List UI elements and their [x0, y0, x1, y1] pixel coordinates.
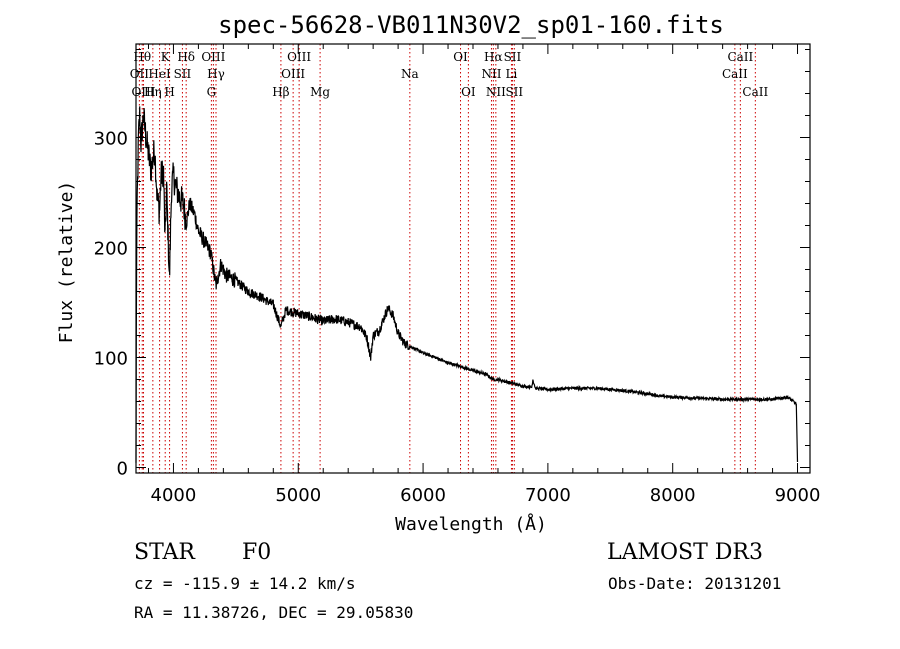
spectral-line-label: OIII [281, 67, 305, 81]
y-axis-label: Flux (relative) [56, 181, 77, 344]
y-tick-label: 100 [94, 349, 128, 370]
spectral-line-label: Hθ [133, 50, 151, 64]
plot-frame [135, 43, 811, 474]
survey-name: LAMOST DR3 [607, 540, 763, 565]
spectral-line-label: Hα [484, 50, 503, 64]
spectral-line-label: G [207, 85, 217, 99]
spectral-line-label: Hη [144, 85, 162, 99]
spectral-line-label: H [164, 85, 174, 99]
x-tick-label: 6000 [400, 485, 446, 506]
spectral-line-label: CaII [722, 67, 748, 81]
y-tick-label: 300 [94, 129, 128, 150]
x-axis: 4000 5000 6000 7000 8000 9000 [147, 44, 821, 506]
redshift-value: cz = -115.9 ± 14.2 km/s [134, 574, 356, 593]
x-tick-label: 7000 [525, 485, 571, 506]
spectral-line-label: OIII [131, 85, 155, 99]
x-tick-label: 5000 [275, 485, 321, 506]
y-tick-label: 200 [94, 239, 128, 260]
spectral-line-label: OIII [201, 50, 225, 64]
spectral-line-markers [138, 44, 756, 473]
spectral-line-label: Hγ [207, 67, 225, 81]
spectral-line-label: HeI [148, 67, 171, 81]
object-subclass: F0 [242, 540, 272, 565]
spectral-line-label: CaII [742, 85, 768, 99]
x-tick-label: 9000 [775, 485, 821, 506]
coordinates: RA = 11.38726, DEC = 29.05830 [134, 603, 414, 622]
spectral-line-label: SII [504, 50, 522, 64]
spectral-line-label: OII [130, 67, 150, 81]
spectral-line-label: Li [506, 67, 518, 81]
spectral-line-label: OIII [287, 50, 311, 64]
chart-title: spec-56628-VB011N30V2_sp01-160.fits [218, 11, 724, 39]
spectral-line-label: Na [401, 67, 419, 81]
x-axis-label: Wavelength (Å) [395, 513, 547, 535]
y-tick-label: 0 [117, 459, 128, 480]
y-axis: 0 100 200 300 [94, 49, 810, 480]
spectral-line-label: CaII [727, 50, 753, 64]
spectral-line-label: NII [486, 85, 506, 99]
spectral-line-label: OI [461, 85, 476, 99]
spectral-line-label: OI [453, 50, 468, 64]
spectral-line-label: Mg [310, 85, 330, 99]
spectral-line-label: SII [505, 85, 523, 99]
x-tick-label: 4000 [151, 485, 197, 506]
spectral-line-label: Hδ [177, 50, 195, 64]
object-class: STAR [134, 540, 195, 565]
spectral-line-label: NII [481, 67, 501, 81]
spectral-line-label: SII [174, 67, 192, 81]
spectral-line-label: Hβ [272, 85, 289, 99]
x-tick-label: 8000 [650, 485, 696, 506]
observation-date: Obs-Date: 20131201 [608, 574, 782, 593]
spectrum-series [135, 106, 799, 463]
spectral-line-label: K [161, 50, 171, 64]
